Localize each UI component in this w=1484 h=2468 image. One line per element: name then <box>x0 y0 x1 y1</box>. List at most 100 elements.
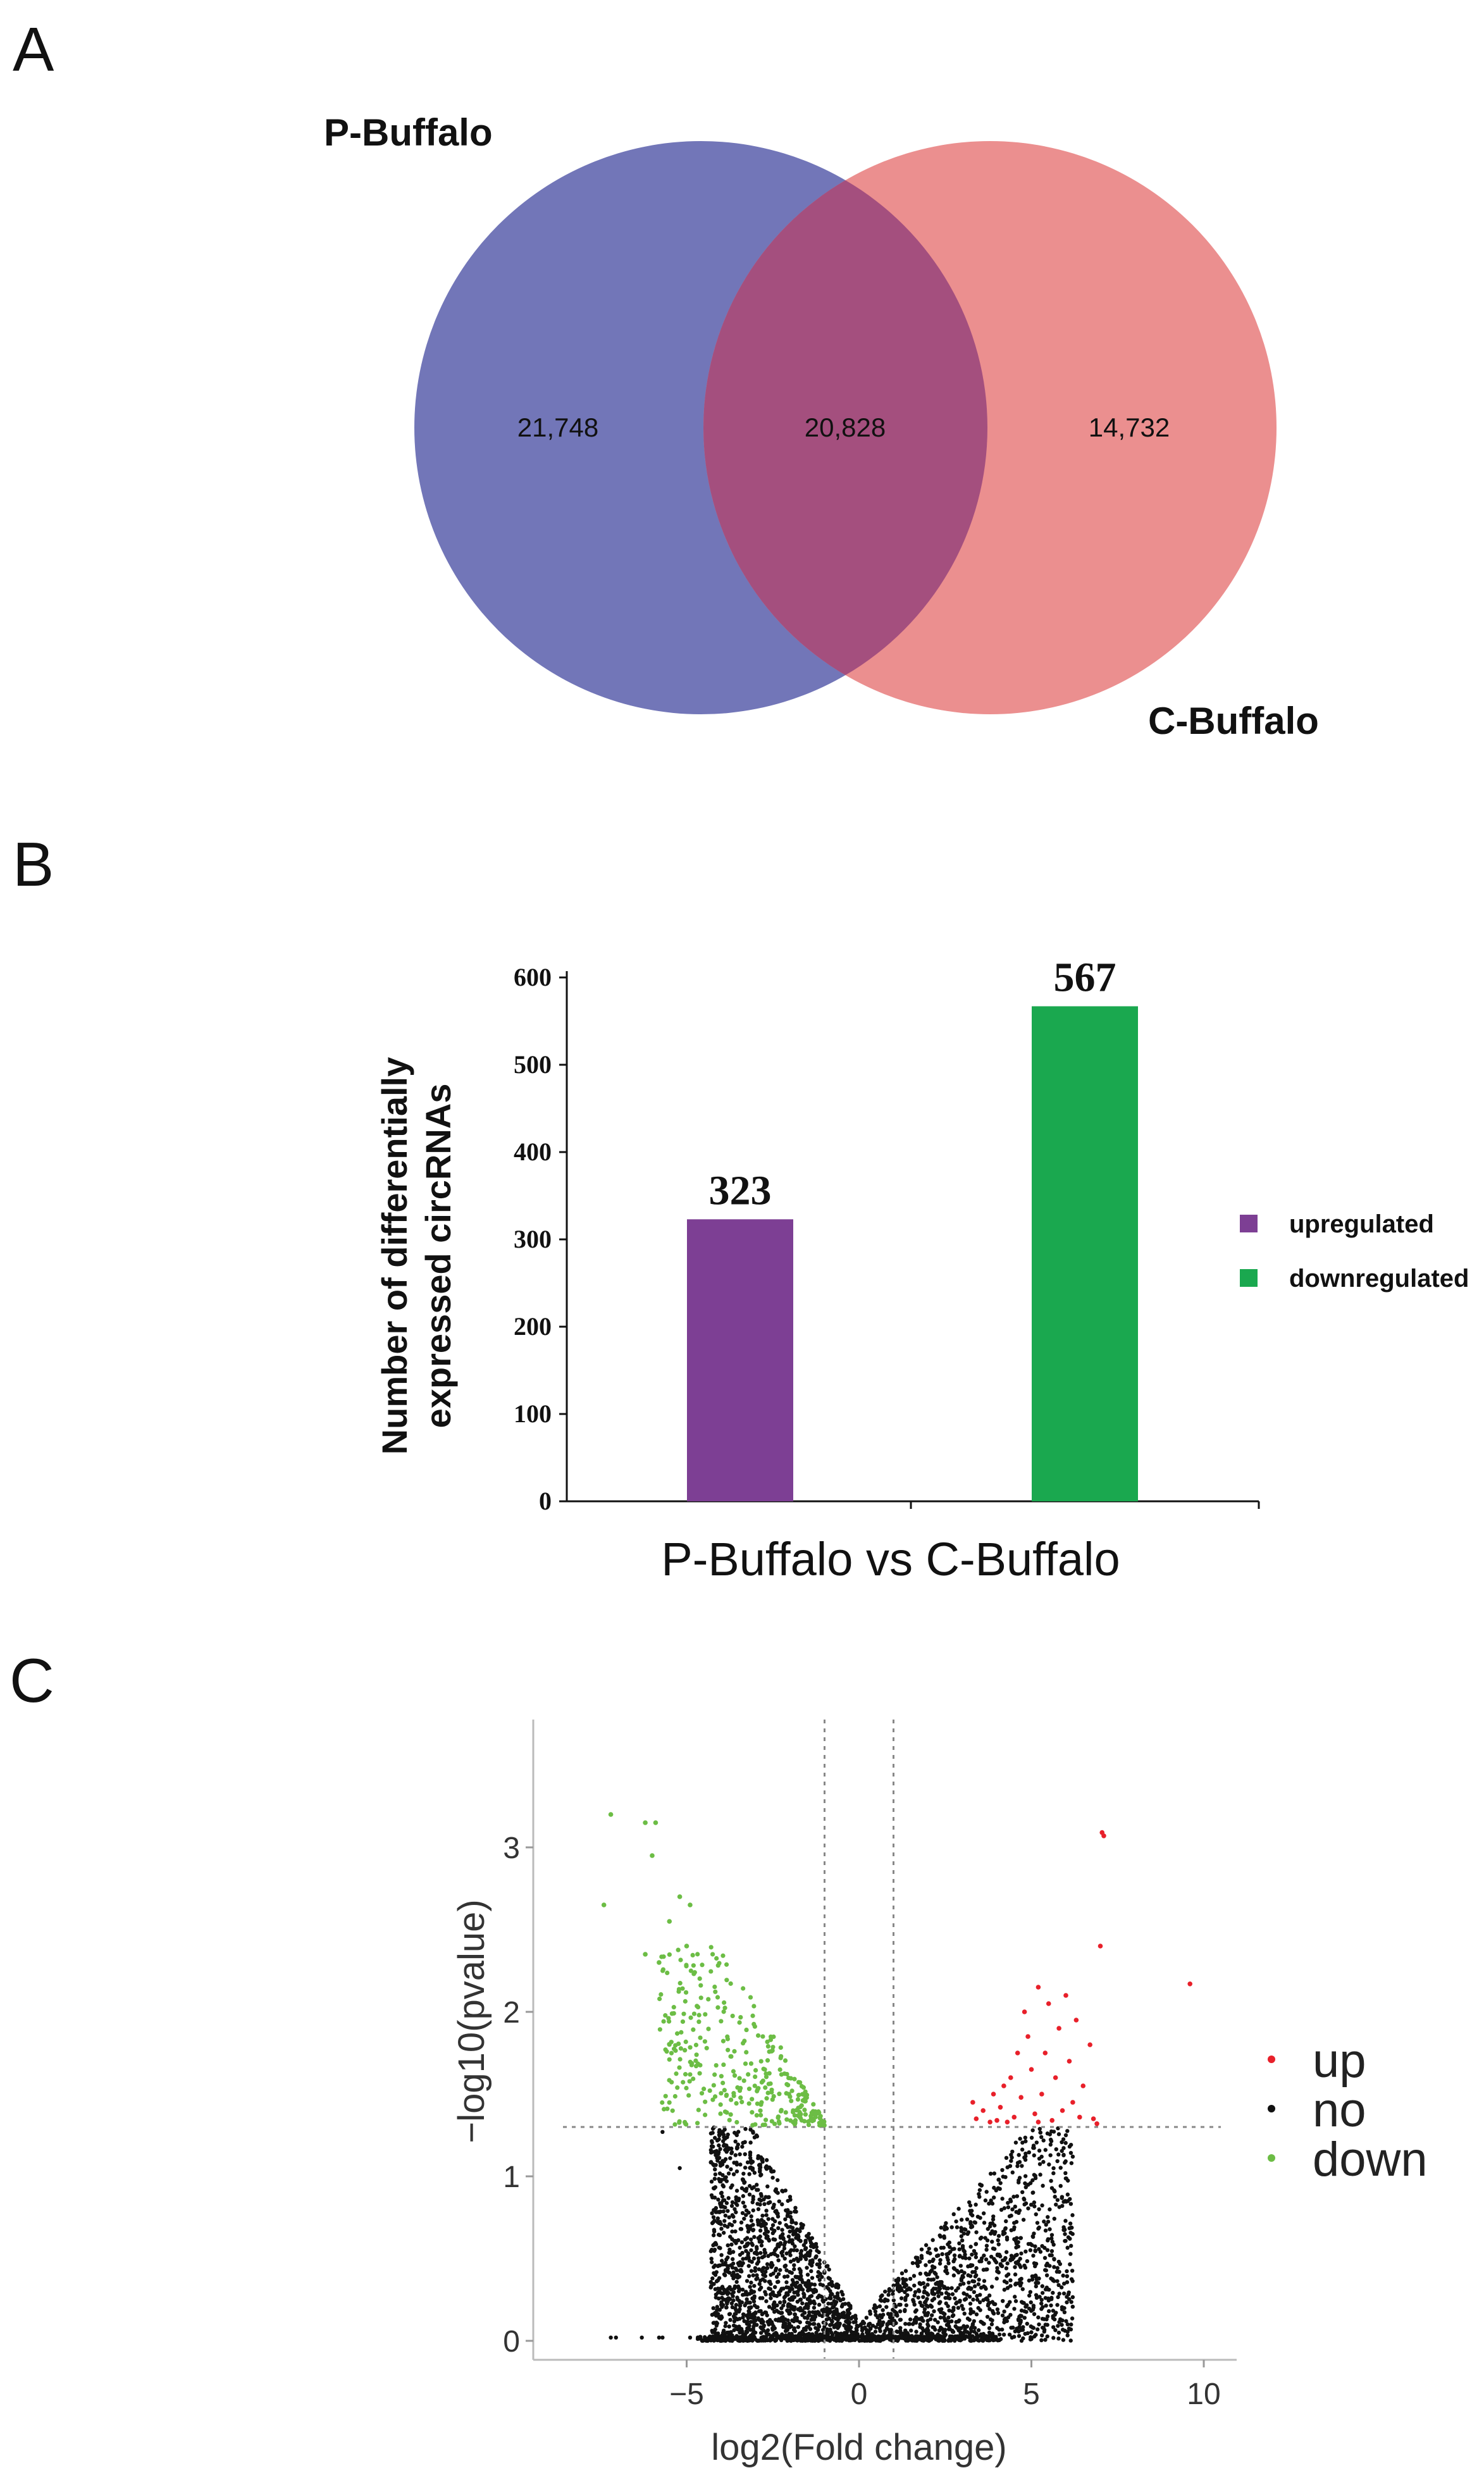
volcano-point-down <box>778 2045 783 2050</box>
volcano-point-no <box>720 2262 725 2267</box>
volcano-point-no <box>829 2302 834 2306</box>
volcano-point-no <box>990 2221 995 2226</box>
volcano-point-no <box>743 2126 748 2131</box>
volcano-point-no <box>953 2335 958 2340</box>
volcano-point-no <box>755 2202 760 2206</box>
volcano-point-no <box>822 2335 827 2340</box>
volcano-point-down <box>764 2071 769 2076</box>
volcano-point-no <box>727 2215 731 2219</box>
volcano-point-no <box>1070 2295 1075 2300</box>
volcano-point-no <box>720 2303 726 2307</box>
volcano-point-no <box>996 2186 1001 2190</box>
volcano-point-no <box>1069 2161 1074 2166</box>
volcano-point-up <box>1029 2067 1034 2072</box>
volcano-point-down <box>731 2069 736 2074</box>
volcano-point-no <box>715 2264 720 2269</box>
volcano-point-up <box>1056 2026 1061 2031</box>
volcano-point-no <box>1043 2338 1048 2342</box>
volcano-point-no <box>1065 2300 1069 2305</box>
volcano-point-no <box>738 2162 743 2167</box>
volcano-point-no <box>725 2302 729 2306</box>
volcano-point-no <box>977 2278 981 2282</box>
volcano-point-down <box>764 2096 769 2101</box>
volcano-point-no <box>748 2150 753 2155</box>
volcano-point-no <box>835 2296 840 2300</box>
volcano-point-no <box>992 2257 996 2261</box>
volcano-point-no <box>793 2329 797 2333</box>
volcano-point-no <box>984 2243 989 2248</box>
volcano-point-no <box>758 2228 763 2233</box>
volcano-x-tick-label: −5 <box>669 2378 704 2411</box>
volcano-point-no <box>1023 2135 1028 2140</box>
volcano-point-no <box>758 2222 764 2226</box>
volcano-point-no <box>914 2329 918 2334</box>
volcano-point-no <box>932 2297 937 2301</box>
volcano-point-no <box>996 2238 1000 2243</box>
volcano-point-no <box>1049 2186 1054 2190</box>
volcano-point-no <box>996 2310 1001 2316</box>
volcano-point-no <box>982 2284 986 2289</box>
volcano-point-down <box>675 2085 680 2090</box>
volcano-point-down <box>750 2013 755 2018</box>
volcano-point-down <box>698 1983 703 1988</box>
volcano-point-no <box>614 2335 618 2340</box>
volcano-point-no <box>947 2308 951 2313</box>
volcano-point-no <box>931 2334 936 2338</box>
volcano-point-no <box>741 2194 746 2198</box>
volcano-point-no <box>700 2338 705 2343</box>
volcano-point-down <box>719 2074 724 2079</box>
volcano-point-no <box>712 2329 716 2334</box>
volcano-point-up <box>1049 2118 1054 2123</box>
volcano-point-no <box>784 2291 789 2295</box>
volcano-point-down <box>687 2079 692 2084</box>
volcano-point-no <box>719 2179 723 2184</box>
volcano-point-no <box>966 2273 970 2278</box>
volcano-point-no <box>1018 2328 1023 2333</box>
volcano-point-no <box>784 2285 789 2290</box>
volcano-point-no <box>734 2210 738 2214</box>
volcano-point-no <box>874 2312 878 2317</box>
volcano-point-no <box>785 2214 790 2218</box>
volcano-point-down <box>717 1961 722 1966</box>
volcano-point-no <box>875 2336 880 2341</box>
bar-upregulated <box>687 1219 793 1501</box>
volcano-point-no <box>961 2281 966 2286</box>
venn-set-label-c-buffalo: C-Buffalo <box>1148 700 1319 742</box>
volcano-point-no <box>803 2316 807 2320</box>
volcano-point-down <box>663 2093 668 2099</box>
volcano-point-no <box>979 2235 984 2240</box>
volcano-point-no <box>984 2247 989 2252</box>
volcano-point-up <box>1039 2092 1044 2097</box>
volcano-point-no <box>730 2237 734 2242</box>
volcano-point-no <box>974 2255 979 2259</box>
volcano-point-no <box>870 2323 875 2328</box>
volcano-point-no <box>987 2307 992 2311</box>
volcano-point-no <box>952 2247 956 2251</box>
volcano-point-no <box>1017 2334 1022 2338</box>
volcano-point-no <box>1018 2314 1023 2318</box>
volcano-point-no <box>970 2252 974 2257</box>
volcano-point-no <box>788 2197 793 2202</box>
volcano-point-no <box>1057 2291 1061 2296</box>
volcano-point-down <box>683 2048 688 2053</box>
volcano-point-no <box>917 2281 922 2285</box>
volcano-point-no <box>1033 2244 1037 2248</box>
volcano-point-down <box>698 1995 703 2000</box>
volcano-point-no <box>846 2315 851 2320</box>
volcano-point-no <box>899 2296 904 2300</box>
volcano-point-no <box>730 2200 735 2205</box>
volcano-point-down <box>688 2045 693 2050</box>
volcano-point-no <box>863 2338 869 2343</box>
volcano-point-down <box>677 2065 682 2070</box>
volcano-point-down <box>727 2118 732 2123</box>
volcano-y-tick-label: 3 <box>503 1832 520 1865</box>
volcano-point-no <box>969 2286 974 2291</box>
volcano-point-no <box>1008 2197 1013 2202</box>
volcano-point-no <box>1055 2303 1060 2307</box>
volcano-point-no <box>1065 2274 1070 2279</box>
volcano-point-no <box>729 2263 733 2267</box>
volcano-point-no <box>714 2292 719 2297</box>
volcano-point-no <box>740 2144 745 2149</box>
volcano-point-no <box>1060 2318 1065 2322</box>
